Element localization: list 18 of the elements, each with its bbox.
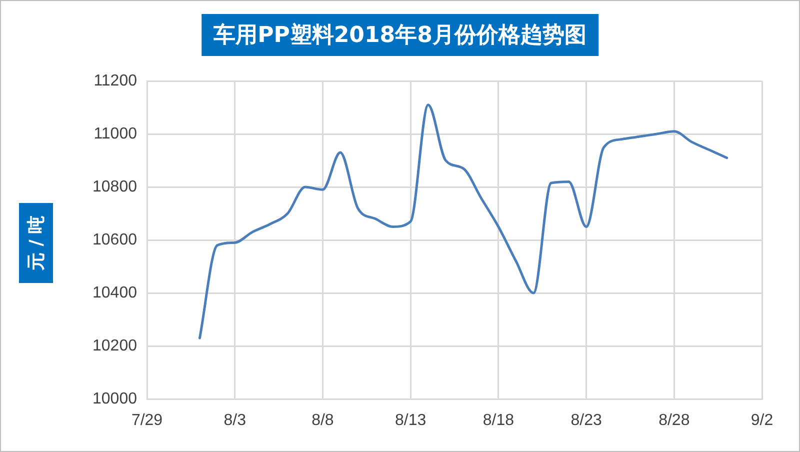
line-series (198, 104, 728, 340)
y-tick-label: 11000 (94, 125, 138, 142)
y-axis-title: 元 / 吨 (25, 215, 48, 271)
y-tick-label: 11200 (94, 72, 138, 90)
y-tick-label: 10000 (92, 390, 138, 408)
x-tick-label: 8/3 (224, 412, 246, 430)
x-tick-label: 8/23 (570, 412, 602, 430)
y-tick-label: 10600 (92, 231, 138, 248)
x-tick-label: 9/2 (750, 412, 774, 430)
y-tick-label: 10800 (92, 178, 138, 196)
x-tick-label: 8/8 (312, 412, 334, 430)
y-tick-label: 10400 (92, 284, 138, 302)
y-tick-label: 10200 (92, 337, 138, 354)
x-tick-label: 7/29 (131, 412, 163, 430)
x-tick-label: 8/13 (395, 412, 426, 430)
x-tick-label: 8/18 (482, 412, 514, 430)
chart-title: 车用PP塑料2018年8月份价格趋势图 (202, 14, 598, 56)
x-tick-label: 8/28 (658, 412, 690, 430)
